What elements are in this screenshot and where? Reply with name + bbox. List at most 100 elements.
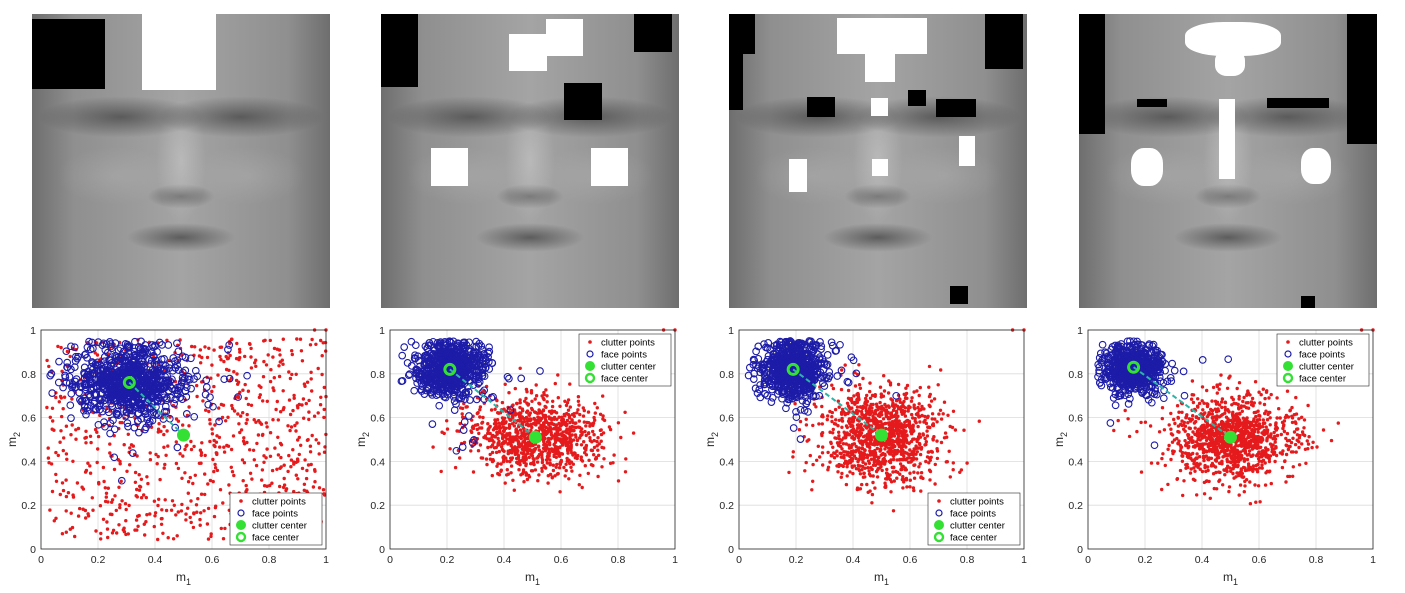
face-point: [458, 443, 467, 451]
clutter-point: [480, 421, 484, 425]
x-tick-label: 0.4: [846, 554, 861, 566]
clutter-point: [939, 368, 943, 372]
clutter-point: [840, 471, 844, 476]
clutter-point: [857, 397, 861, 402]
clutter-point: [101, 465, 106, 470]
clutter-point: [861, 453, 865, 458]
clutter-point: [925, 434, 930, 438]
clutter-point: [911, 416, 915, 420]
clutter-point: [510, 422, 514, 426]
clutter-point: [299, 443, 303, 447]
clutter-point: [175, 534, 179, 538]
clutter-point: [901, 437, 906, 442]
face-point: [137, 399, 146, 408]
clutter-point: [541, 408, 546, 412]
face-point: [477, 342, 486, 350]
x-tick-label: 1: [323, 554, 329, 566]
legend-marker-clutter-points: [588, 340, 592, 344]
clutter-point: [885, 467, 889, 472]
clutter-point: [511, 478, 515, 482]
clutter-point: [548, 430, 553, 434]
clutter-point: [916, 405, 920, 410]
y-tick-label: 0.8: [719, 369, 734, 381]
face-point: [155, 338, 164, 347]
clutter-point: [281, 389, 285, 393]
clutter-point: [870, 492, 875, 497]
clutter-point: [554, 455, 558, 459]
clutter-point: [275, 347, 279, 351]
clutter-point: [811, 423, 815, 428]
clutter-point: [566, 427, 570, 432]
face-points: [397, 337, 544, 455]
clutter-point: [218, 345, 222, 349]
clutter-point: [516, 418, 520, 423]
clutter-point: [566, 408, 571, 412]
face-point: [505, 374, 513, 383]
clutter-point: [607, 425, 612, 429]
face-point: [54, 378, 63, 387]
clutter-point: [830, 415, 834, 419]
clutter-point: [861, 435, 866, 439]
x-tick-label: 0.8: [960, 554, 975, 566]
clutter-point: [54, 472, 58, 477]
clutter-point: [309, 377, 313, 381]
clutter-point: [493, 418, 497, 422]
clutter-point: [243, 354, 247, 359]
clutter-point: [199, 453, 203, 457]
clutter-point: [565, 456, 569, 461]
clutter-point: [866, 433, 870, 438]
clutter-point: [587, 431, 591, 435]
clutter-point: [288, 376, 293, 381]
clutter-point: [243, 382, 247, 387]
occlusion-block: [837, 18, 927, 54]
clutter-point: [840, 419, 845, 423]
face-point: [171, 364, 180, 372]
clutter-point: [113, 494, 117, 498]
clutter-point: [244, 396, 248, 401]
clutter-point: [548, 461, 552, 466]
clutter-point: [924, 440, 928, 444]
clutter-point: [440, 430, 444, 434]
clutter-point: [900, 465, 904, 469]
face-point: [404, 371, 413, 380]
clutter-point: [184, 518, 188, 522]
clutter-point: [584, 453, 589, 457]
clutter-point: [192, 444, 196, 449]
clutter-point: [889, 480, 894, 484]
face-image-1: [32, 14, 330, 308]
clutter-point: [224, 419, 228, 423]
clutter-point: [503, 481, 507, 485]
clutter-point: [832, 451, 836, 455]
clutter-point: [906, 406, 911, 411]
clutter-point: [242, 461, 247, 465]
clutter-point: [110, 500, 114, 504]
clutter-point: [232, 409, 237, 413]
clutter-point: [178, 452, 182, 456]
clutter-point: [544, 388, 548, 392]
clutter-point: [865, 437, 869, 442]
clutter-point: [142, 493, 146, 497]
clutter-point: [563, 474, 567, 478]
clutter-point: [568, 429, 572, 433]
occlusion-block: [431, 148, 468, 186]
clutter-point: [905, 485, 909, 489]
clutter-point: [874, 412, 878, 416]
clutter-point: [300, 359, 305, 363]
clutter-point: [174, 513, 178, 517]
clutter-point: [791, 455, 795, 459]
clutter-point: [558, 445, 562, 449]
clutter-point: [558, 404, 562, 408]
clutter-point: [883, 485, 887, 489]
clutter-point: [554, 423, 559, 427]
clutter-point: [529, 428, 533, 432]
clutter-point: [246, 389, 251, 393]
clutter-point: [475, 423, 480, 427]
clutter-point: [495, 430, 499, 435]
face-point: [117, 384, 126, 392]
clutter-point: [873, 393, 877, 397]
clutter-point: [54, 479, 59, 483]
clutter-point: [50, 406, 55, 410]
clutter-point: [488, 452, 492, 457]
clutter-point: [45, 358, 49, 363]
clutter-point: [912, 449, 916, 453]
